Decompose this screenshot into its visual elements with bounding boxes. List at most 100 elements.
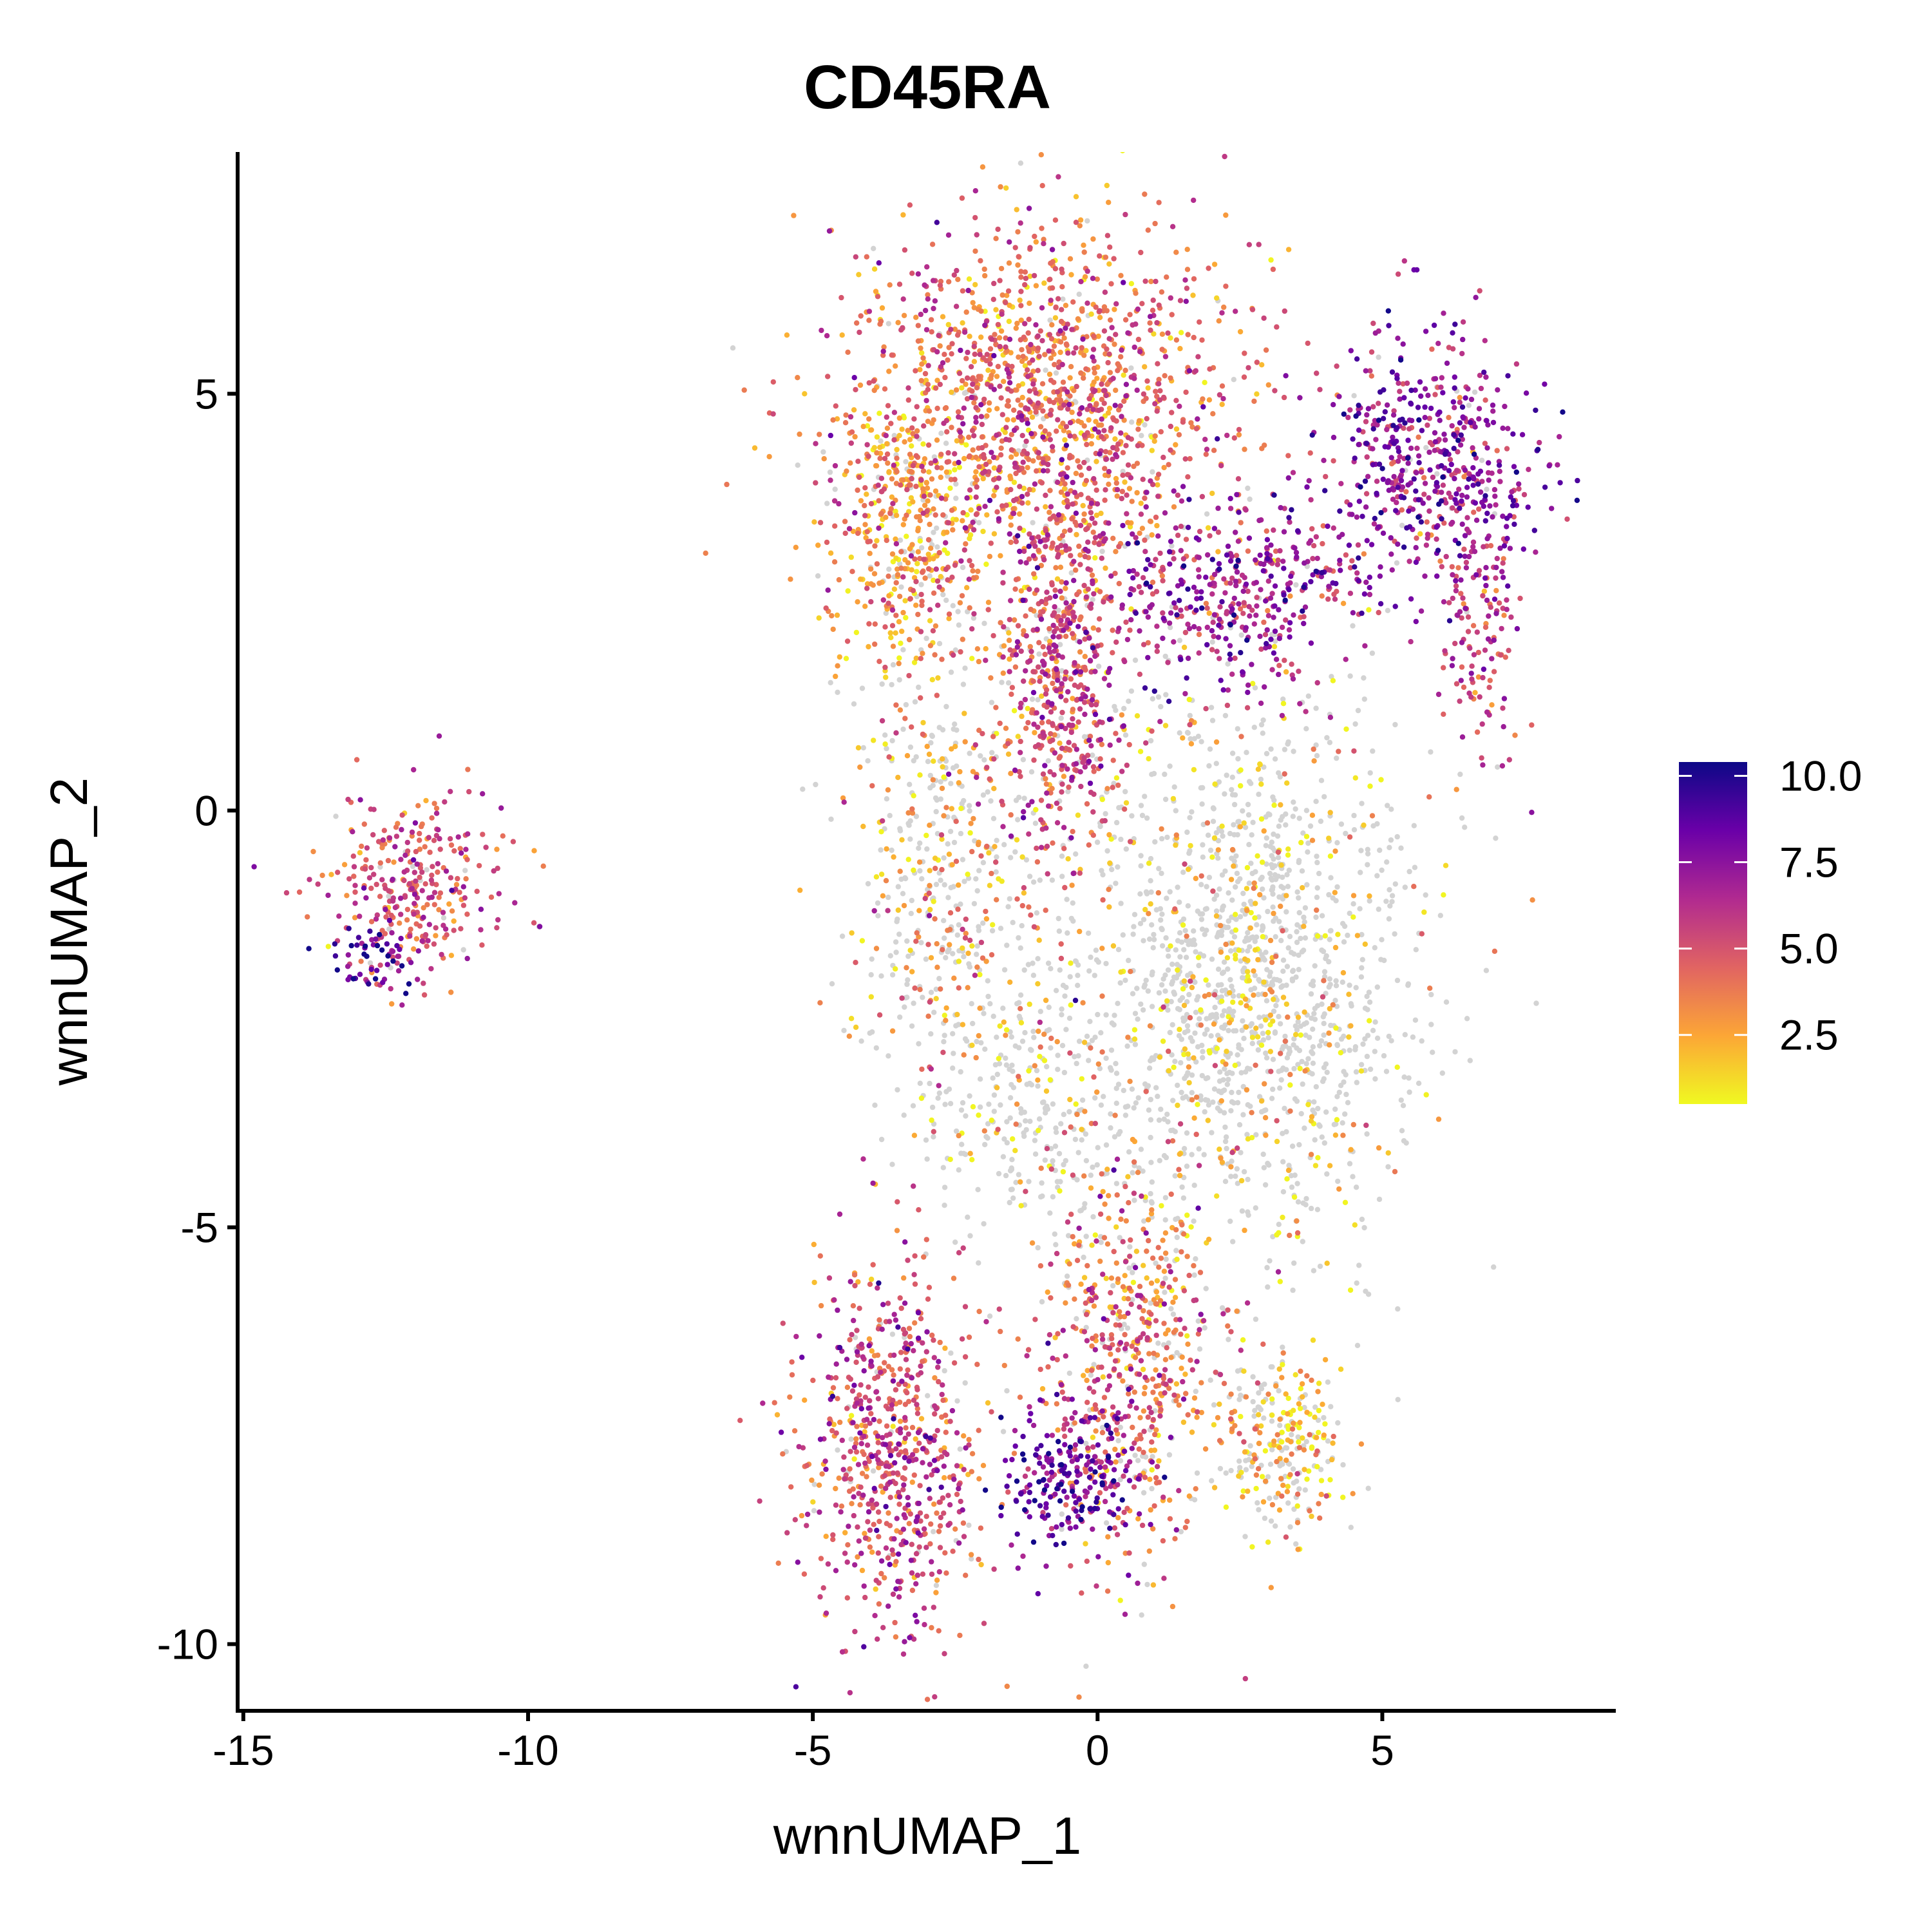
- cell-point: [1195, 1044, 1201, 1050]
- cell-point: [1231, 822, 1236, 828]
- cell-point: [1009, 1186, 1015, 1192]
- cell-point: [1294, 1491, 1301, 1497]
- cell-point: [1327, 853, 1334, 859]
- cell-point: [852, 433, 858, 440]
- cell-point: [1018, 992, 1024, 998]
- cell-point: [1178, 330, 1184, 336]
- cell-point: [934, 437, 940, 443]
- cell-point: [1010, 1195, 1016, 1201]
- cell-point: [927, 882, 933, 889]
- cell-point: [897, 828, 904, 834]
- cell-point: [1235, 1100, 1241, 1106]
- cell-point: [1276, 1445, 1282, 1451]
- cell-point: [896, 593, 903, 600]
- cell-point: [1311, 1099, 1317, 1105]
- cell-point: [1189, 984, 1195, 991]
- cell-point: [949, 746, 954, 752]
- cell-point: [1134, 986, 1140, 991]
- cell-point: [1045, 455, 1051, 461]
- cell-point: [952, 467, 958, 473]
- cell-point: [996, 1061, 1003, 1067]
- cell-point: [1244, 1003, 1249, 1009]
- cell-point: [1126, 1149, 1132, 1155]
- cell-point: [903, 615, 909, 621]
- cell-point: [1493, 587, 1499, 594]
- cell-point: [1252, 973, 1258, 978]
- cell-point: [1138, 500, 1144, 506]
- cell-point: [1160, 976, 1166, 982]
- cell-point: [1385, 803, 1390, 808]
- cell-point: [984, 413, 990, 419]
- cell-point: [893, 513, 900, 519]
- cell-point: [1530, 897, 1535, 903]
- cell-point: [1392, 931, 1397, 937]
- cell-point: [1332, 848, 1338, 854]
- cell-point: [1082, 654, 1088, 660]
- cell-point: [1200, 1049, 1206, 1054]
- cell-point: [1150, 307, 1156, 313]
- cell-point: [1184, 829, 1190, 835]
- cell-point: [1419, 1038, 1425, 1044]
- cell-point: [1219, 970, 1226, 977]
- cell-point: [1141, 1408, 1147, 1414]
- cell-point: [932, 652, 938, 658]
- cell-point: [1054, 1039, 1060, 1045]
- cell-point: [1073, 470, 1079, 477]
- cell-point: [1115, 1515, 1121, 1521]
- cell-point: [1280, 1159, 1286, 1165]
- cell-point: [1277, 1279, 1283, 1284]
- cell-point: [1075, 1053, 1081, 1059]
- cell-point: [1251, 1413, 1257, 1419]
- cell-point: [862, 522, 868, 528]
- cell-point: [1416, 434, 1421, 440]
- cell-point: [878, 318, 884, 324]
- cell-point: [911, 757, 917, 764]
- cell-point: [974, 477, 980, 483]
- cell-point: [889, 972, 896, 978]
- cell-point: [1256, 1507, 1262, 1512]
- cell-point: [1082, 1201, 1088, 1207]
- cell-point: [1199, 911, 1206, 917]
- cell-point: [1029, 696, 1036, 702]
- cell-point: [1417, 531, 1423, 537]
- cell-point: [952, 1239, 958, 1245]
- cell-point: [1299, 1381, 1305, 1387]
- cell-point: [835, 689, 840, 696]
- cell-point: [849, 930, 855, 936]
- cell-point: [1304, 1373, 1310, 1379]
- cell-point: [1107, 317, 1113, 323]
- cell-point: [933, 996, 939, 1002]
- cell-point: [969, 1042, 975, 1049]
- cell-point: [1180, 1015, 1186, 1021]
- cell-point: [1006, 630, 1012, 636]
- cell-point: [1039, 1299, 1045, 1305]
- cell-point: [905, 953, 911, 959]
- cell-point: [1354, 1342, 1361, 1348]
- cell-point: [1286, 867, 1293, 873]
- cell-point: [978, 1040, 984, 1046]
- cell-point: [1100, 1374, 1106, 1380]
- cell-point: [1122, 788, 1128, 795]
- cell-point: [1303, 1196, 1309, 1202]
- cell-point: [1269, 1418, 1275, 1424]
- cell-point: [1394, 1064, 1400, 1071]
- cell-point: [1117, 1313, 1124, 1320]
- cell-point: [934, 544, 940, 550]
- cell-point: [866, 416, 872, 422]
- cell-point: [1003, 1055, 1009, 1062]
- cell-point: [462, 868, 468, 873]
- cell-point: [1163, 692, 1169, 698]
- cell-point: [931, 1501, 937, 1507]
- cell-point: [1309, 837, 1316, 843]
- cell-point: [1387, 887, 1392, 893]
- cell-point: [1142, 1454, 1149, 1460]
- cell-point: [431, 902, 437, 908]
- cell-point: [928, 989, 934, 995]
- cell-point: [1227, 830, 1233, 837]
- cell-point: [1240, 1112, 1246, 1118]
- cell-point: [1063, 303, 1069, 309]
- cell-point: [821, 456, 827, 462]
- cell-point: [1137, 1284, 1143, 1290]
- cell-point: [894, 919, 900, 924]
- cell-point: [1271, 919, 1276, 924]
